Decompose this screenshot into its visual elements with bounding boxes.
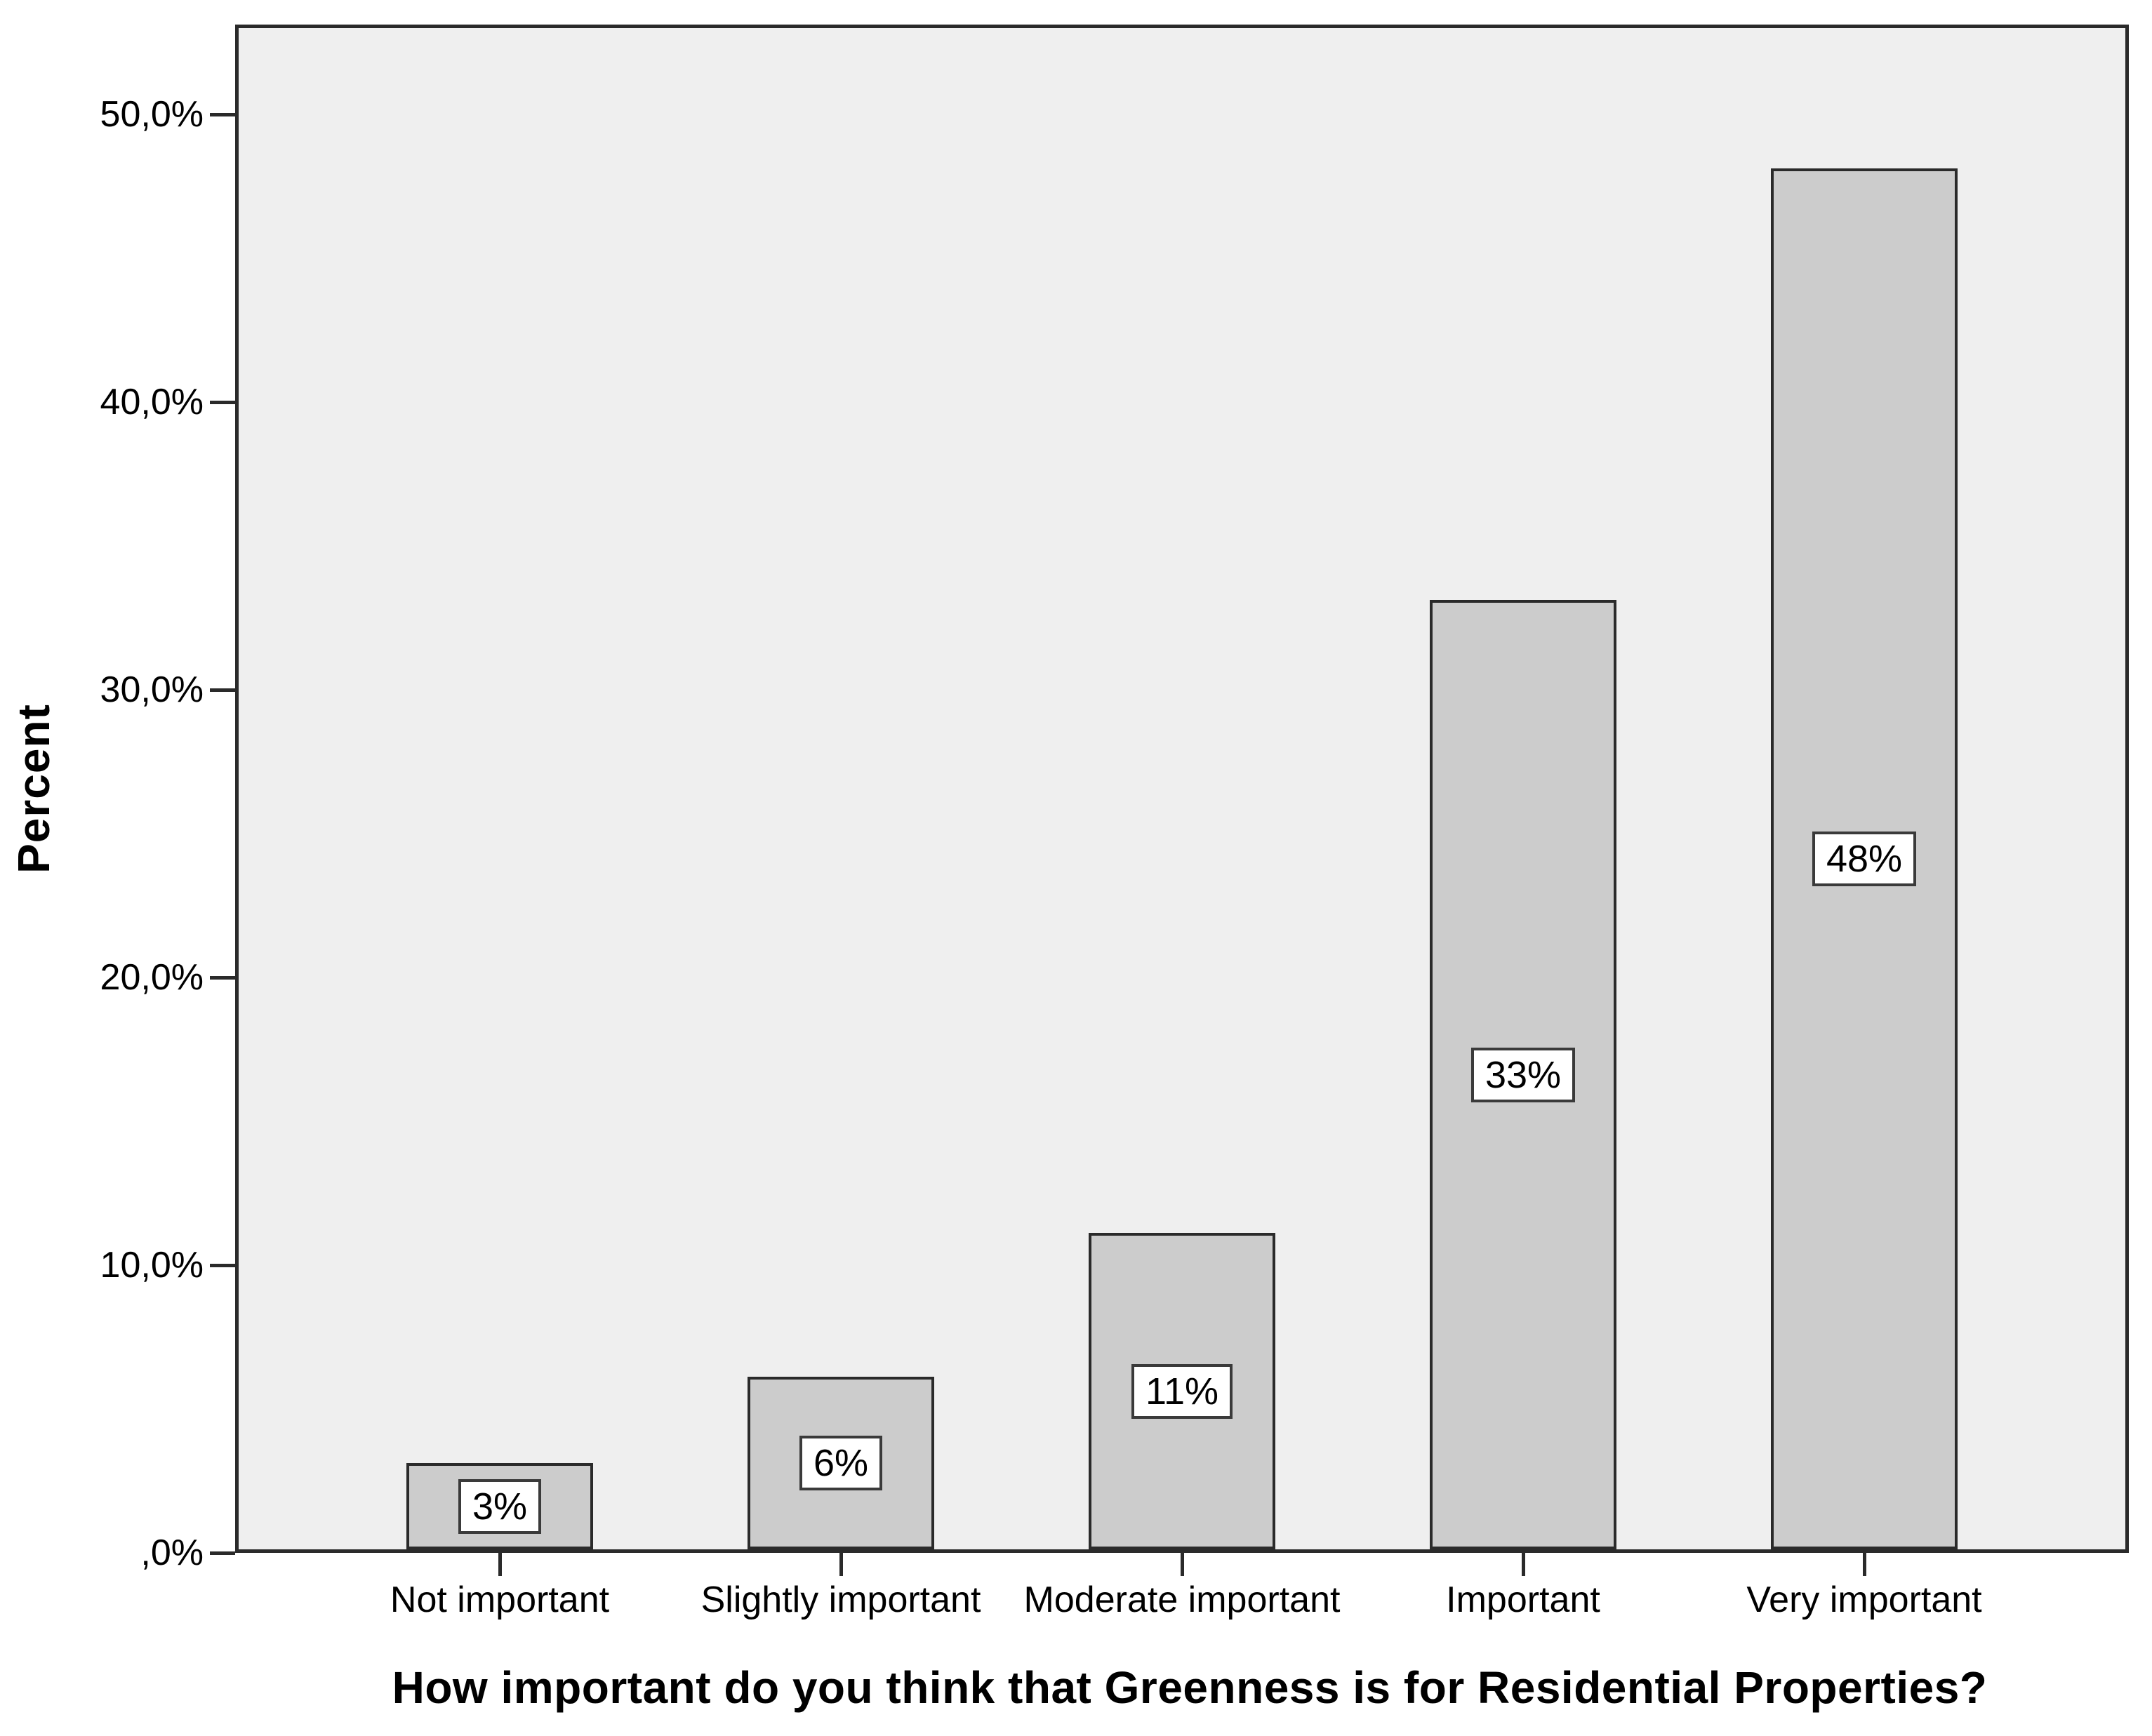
x-tick: [1181, 1553, 1184, 1576]
bar-value-label: 6%: [799, 1436, 883, 1490]
y-tick-label: 10,0%: [100, 1245, 204, 1286]
y-tick: [210, 1551, 235, 1555]
bar-value-label: 11%: [1131, 1363, 1233, 1419]
x-tick: [839, 1553, 843, 1576]
y-tick: [210, 688, 235, 692]
x-category-label: Not important: [390, 1580, 610, 1620]
y-tick: [210, 113, 235, 116]
y-tick-label: 30,0%: [100, 669, 204, 710]
x-category-label: Important: [1446, 1580, 1600, 1620]
bar: 11%: [1089, 1233, 1275, 1549]
x-axis-title: How important do you think that Greennes…: [392, 1662, 1988, 1713]
bar-value-label: 48%: [1812, 832, 1917, 886]
bar-value-label: 3%: [458, 1478, 542, 1534]
y-tick-label: ,0%: [140, 1533, 204, 1573]
y-axis-title: Percent: [8, 704, 59, 874]
x-tick: [498, 1553, 502, 1576]
x-category-label: Very important: [1746, 1580, 1982, 1620]
y-tick-label: 50,0%: [100, 94, 204, 135]
x-tick: [1863, 1553, 1866, 1576]
bar-value-label: 33%: [1470, 1047, 1576, 1102]
bar: 48%: [1771, 168, 1958, 1549]
bar: 6%: [748, 1377, 934, 1549]
y-tick-label: 40,0%: [100, 382, 204, 422]
bar: 33%: [1430, 600, 1616, 1549]
y-tick: [210, 1264, 235, 1267]
x-category-label: Moderate important: [1023, 1580, 1341, 1620]
y-tick: [210, 976, 235, 980]
x-tick: [1522, 1553, 1525, 1576]
x-category-label: Slightly important: [700, 1580, 981, 1620]
y-tick-label: 20,0%: [100, 957, 204, 998]
y-tick: [210, 401, 235, 404]
bar: 3%: [406, 1463, 593, 1549]
